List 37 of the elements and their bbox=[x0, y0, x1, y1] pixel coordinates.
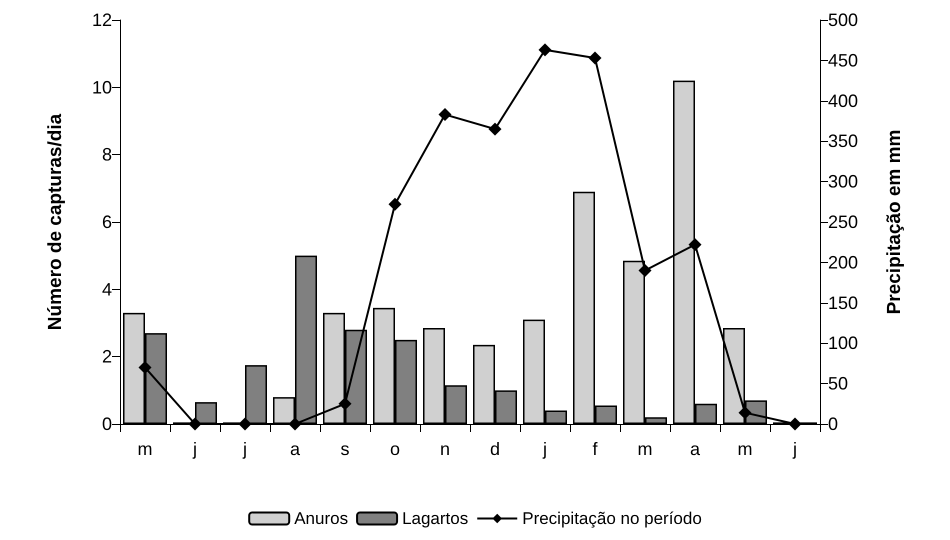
y-tick-label: 8 bbox=[102, 144, 112, 165]
y-tick-label: 4 bbox=[102, 279, 112, 300]
y-tick-label: 12 bbox=[92, 10, 112, 30]
y2-tick-label: 350 bbox=[828, 131, 858, 152]
y2-tick-label: 0 bbox=[828, 414, 838, 434]
y2-axis-title: Precipitação em mm bbox=[884, 130, 905, 314]
y2-tick-label: 50 bbox=[828, 374, 848, 394]
x-tick-label: j bbox=[192, 439, 197, 459]
x-tick-label: n bbox=[440, 439, 450, 459]
legend-label: Anuros bbox=[294, 509, 348, 528]
x-tick-label: f bbox=[592, 439, 598, 459]
y2-tick-label: 450 bbox=[828, 50, 858, 70]
y2-tick-label: 100 bbox=[828, 333, 858, 354]
y-tick-label: 6 bbox=[102, 212, 112, 232]
y2-tick-label: 150 bbox=[828, 292, 858, 313]
x-tick-label: d bbox=[490, 439, 500, 459]
x-tick-label: m bbox=[638, 439, 652, 459]
x-tick-label: j bbox=[542, 439, 547, 459]
x-tick-label: s bbox=[340, 439, 350, 459]
y2-tick-label: 250 bbox=[828, 212, 858, 232]
y-tick-label: 2 bbox=[102, 346, 112, 367]
y2-tick-label: 200 bbox=[828, 252, 858, 272]
x-tick-label: m bbox=[138, 439, 152, 459]
y2-tick-label: 400 bbox=[828, 90, 858, 111]
x-tick-label: m bbox=[738, 439, 752, 459]
y-tick-label: 0 bbox=[102, 414, 112, 434]
x-tick-label: j bbox=[242, 439, 247, 459]
y-tick-label: 10 bbox=[92, 77, 112, 98]
x-tick-label: o bbox=[390, 439, 400, 459]
x-tick-label: a bbox=[690, 439, 701, 459]
legend-label: Lagartos bbox=[402, 509, 468, 528]
x-tick-label: j bbox=[792, 439, 797, 459]
y2-tick-label: 300 bbox=[828, 172, 858, 192]
legend-label: Precipitação no período bbox=[522, 509, 702, 528]
y2-tick-label: 500 bbox=[828, 10, 858, 30]
y-axis-title: Número de capturas/dia bbox=[45, 113, 66, 330]
x-tick-label: a bbox=[290, 439, 301, 459]
